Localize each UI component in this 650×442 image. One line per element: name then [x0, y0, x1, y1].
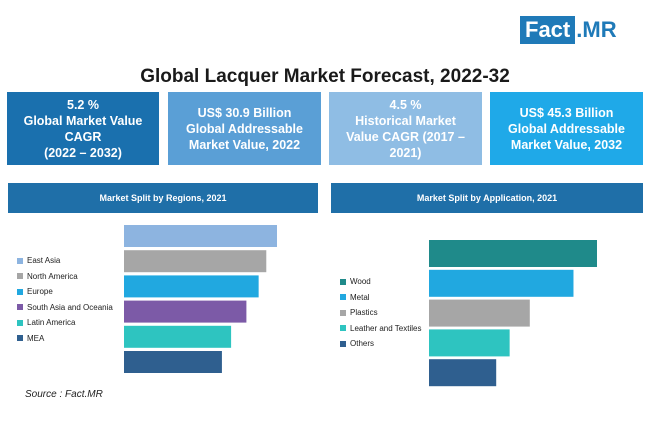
legend-swatch [17, 319, 23, 326]
legend-label: East Asia [27, 256, 61, 266]
regions-panel-title: Market Split by Regions, 2021 [99, 193, 227, 203]
legend-item: Plastics [340, 305, 421, 321]
bar-metal [429, 269, 574, 297]
regions-panel-header: Market Split by Regions, 2021 [8, 183, 318, 213]
bar-plastics [429, 299, 530, 327]
legend-swatch [340, 325, 346, 332]
bar-north-america [124, 250, 267, 273]
kpi-text: 4.5 % Historical Market Value CAGR (2017… [346, 97, 465, 160]
kpi-box-cagr: 5.2 % Global Market Value CAGR (2022 – 2… [7, 92, 159, 165]
legend-label: Plastics [350, 308, 378, 318]
legend-label: Latin America [27, 318, 76, 328]
application-legend: Wood Metal Plastics Leather and Textiles Oth… [340, 274, 421, 352]
legend-item: Latin America [17, 315, 113, 331]
legend-item: Metal [340, 290, 421, 306]
legend-swatch [17, 288, 23, 295]
legend-item: Others [340, 336, 421, 352]
legend-label: MEA [27, 333, 45, 343]
legend-item: Europe [17, 284, 113, 300]
bar-europe [124, 275, 259, 298]
legend-item: MEA [17, 331, 113, 347]
kpi-text: 5.2 % Global Market Value CAGR (2022 – 2… [23, 97, 143, 160]
bar-wood [429, 240, 597, 267]
kpi-text: US$ 30.9 Billion Global Addressable Mark… [186, 105, 303, 152]
legend-label: Metal [350, 292, 370, 302]
regions-legend: East Asia North America Europe South Asia a… [17, 253, 113, 346]
legend-item: Wood [340, 274, 421, 290]
factmr-logo: Fact . MR [520, 16, 617, 44]
legend-label: Europe [27, 287, 53, 297]
logo-dot: . [576, 17, 583, 42]
legend-swatch [340, 309, 346, 316]
bar-mea [124, 351, 222, 373]
legend-swatch [17, 273, 23, 280]
legend-item: South Asia and Oceania [17, 300, 113, 316]
application-panel-title: Market Split by Application, 2021 [416, 193, 558, 203]
source-note: Source : Fact.MR [25, 389, 103, 400]
legend-item: North America [17, 269, 113, 285]
bar-leather-and-textiles [429, 329, 510, 357]
bar-others [429, 359, 497, 387]
chart-title: Global Lacquer Market Forecast, 2022-32 [140, 66, 510, 87]
legend-label: Others [350, 339, 375, 349]
legend-swatch [17, 304, 23, 311]
bar-south-asia-and-oceania [124, 300, 247, 323]
legend-swatch [17, 257, 23, 264]
legend-swatch [340, 278, 346, 285]
application-panel-header: Market Split by Application, 2021 [331, 183, 643, 213]
legend-item: Leather and Textiles [340, 321, 421, 337]
kpi-box-historical-cagr: 4.5 % Historical Market Value CAGR (2017… [329, 92, 482, 165]
legend-swatch [17, 335, 23, 342]
kpi-box-market-value-2022: US$ 30.9 Billion Global Addressable Mark… [168, 92, 321, 165]
kpi-text: US$ 45.3 Billion Global Addressable Mark… [508, 105, 625, 152]
legend-swatch [340, 294, 346, 301]
logo-mr: MR [582, 17, 617, 42]
legend-item: East Asia [17, 253, 113, 269]
bar-latin-america [124, 325, 232, 348]
legend-label: South Asia and Oceania [27, 302, 113, 312]
kpi-box-market-value-2032: US$ 45.3 Billion Global Addressable Mark… [490, 92, 643, 165]
legend-label: Wood [350, 277, 371, 287]
legend-label: Leather and Textiles [350, 323, 422, 333]
logo-fact: Fact [520, 16, 576, 44]
legend-label: North America [27, 271, 78, 281]
legend-swatch [340, 340, 346, 347]
bar-east-asia [124, 225, 277, 247]
